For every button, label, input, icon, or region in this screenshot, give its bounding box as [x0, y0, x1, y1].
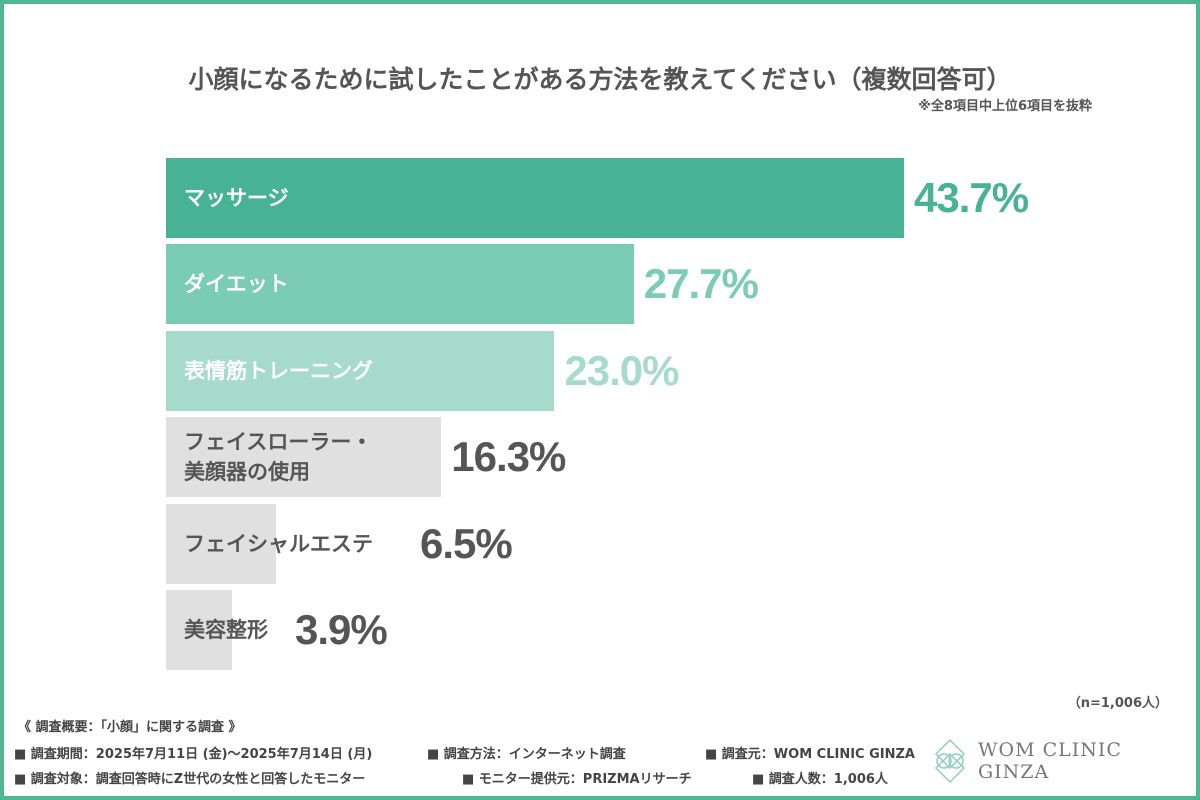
- bar-category-label: フェイシャルエステ: [184, 531, 373, 556]
- bar-value-label: 16.3%: [451, 433, 566, 481]
- bar: [166, 330, 555, 411]
- survey-target: ■ 調査対象：調査回答時にZ世代の女性と回答したモニター: [14, 772, 366, 787]
- clinic-logo: WOM CLINIC GINZA: [930, 738, 1200, 784]
- bar-category-label: 表情筋トレーニング: [184, 358, 373, 383]
- bar-category-label: マッサージ: [184, 186, 289, 210]
- survey-provider: ■ モニター提供元：PRIZMAリサーチ: [462, 772, 692, 787]
- bar: [166, 417, 442, 498]
- bar-category-label: ダイエット: [184, 272, 289, 297]
- logo-text: WOM CLINIC GINZA: [977, 739, 1122, 783]
- survey-period: ■ 調査期間：2025年7月11日 (金)〜2025年7月14日 (月): [14, 747, 373, 762]
- bar: [166, 244, 634, 325]
- survey-source: ■ 調査元：WOM CLINIC GINZA: [705, 747, 915, 762]
- bar-category-label: フェイスローラー・ 美顔器の使用: [184, 430, 373, 485]
- survey-count: ■ 調査人数：1,006人: [752, 772, 888, 787]
- bar-value-label: 6.5%: [420, 519, 513, 567]
- bar-value-label: 27.7%: [643, 260, 759, 308]
- bar: [166, 503, 276, 584]
- bar: [166, 158, 904, 238]
- sample-size-note: （n=1,006人）: [1067, 696, 1168, 711]
- bar-chart: マッサージ 43.7% ダイエット 27.7% 表情筋トレーニング 23.0% フェイスロー…: [166, 158, 1029, 670]
- logo-lattice-icon: [934, 738, 966, 784]
- bar-value-label: 23.0%: [564, 346, 679, 394]
- survey-heading: 《 調査概要：「小顔」に関する調査 》: [18, 720, 242, 735]
- bar: [166, 590, 232, 670]
- bar-value-label: 43.7%: [914, 174, 1029, 221]
- chart-title: 小顔になるために試したことがある方法を教えてください（複数回答可）: [188, 65, 1012, 94]
- bar-category-label: 美容整形: [184, 618, 268, 642]
- bar-value-label: 3.9%: [295, 606, 388, 653]
- survey-method: ■ 調査方法：インターネット調査: [427, 747, 626, 762]
- chart-subtitle: ※全8項目中上位6項目を抜粋: [918, 99, 1092, 114]
